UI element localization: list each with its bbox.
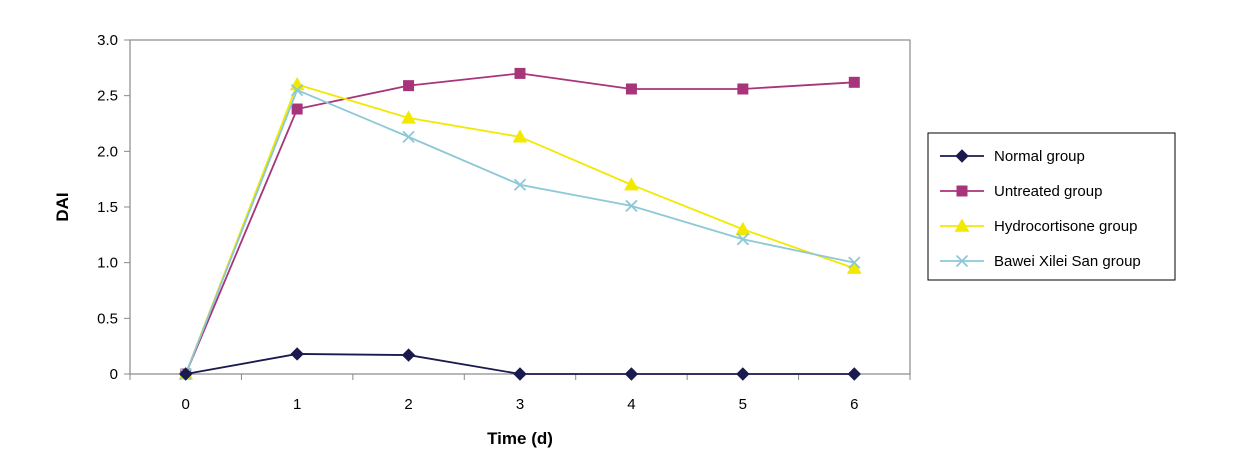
- data-point: [846, 260, 862, 274]
- legend-label: Bawei Xilei San group: [994, 253, 1141, 270]
- x-tick-label: 2: [404, 396, 412, 413]
- data-point: [289, 77, 305, 91]
- data-point: [624, 367, 639, 381]
- legend-item: Normal group: [940, 148, 1085, 165]
- legend-marker: [955, 254, 969, 268]
- data-point: [625, 83, 637, 95]
- data-point: [624, 177, 639, 191]
- y-tick-label: 2.0: [97, 143, 118, 160]
- series-line: [184, 83, 855, 375]
- data-point: [291, 103, 303, 115]
- y-tick-label: 0.5: [97, 310, 118, 327]
- legend-item: Hydrocortisone group: [940, 218, 1137, 235]
- legend-label: Hydrocortisone group: [994, 218, 1137, 235]
- legend-marker: [954, 218, 970, 232]
- data-point: [513, 178, 527, 191]
- x-tick-label: 0: [182, 396, 190, 413]
- y-axis-ticks: 0 0.5 1.0 1.5 2.0 2.5 3.0: [97, 32, 130, 383]
- x-axis-label: Time (d): [487, 429, 553, 448]
- x-tick-label: 4: [627, 396, 635, 413]
- series-group: [178, 67, 862, 381]
- legend-label: Normal group: [994, 148, 1085, 165]
- data-point: [291, 83, 304, 97]
- data-point: [514, 67, 526, 79]
- series-untreated-group: [180, 67, 860, 380]
- x-tick-label: 1: [293, 396, 301, 413]
- data-point: [625, 199, 638, 213]
- y-tick-label: 1.0: [97, 255, 118, 272]
- data-point: [403, 80, 415, 92]
- series-normal-group: [179, 347, 861, 381]
- x-axis-ticks: 0 1 2 3 4 5 6: [129, 374, 911, 413]
- data-point: [513, 367, 527, 381]
- x-tick-label: 6: [850, 396, 858, 413]
- y-tick-label: 0: [110, 366, 118, 383]
- data-point: [848, 76, 860, 88]
- data-point: [402, 130, 415, 143]
- data-point: [736, 367, 750, 381]
- legend-item: Bawei Xilei San group: [940, 253, 1141, 270]
- data-point: [290, 347, 304, 361]
- y-tick-label: 3.0: [97, 32, 118, 49]
- data-point: [737, 83, 749, 95]
- x-tick-label: 5: [739, 396, 747, 413]
- data-point: [848, 256, 861, 269]
- data-point: [512, 129, 528, 143]
- legend-box: [927, 132, 1176, 281]
- data-point: [179, 367, 193, 381]
- x-tick-label: 3: [516, 396, 524, 413]
- legend-marker: [956, 185, 968, 197]
- series-hydrocortisone-group: [178, 77, 862, 380]
- data-point: [401, 348, 416, 362]
- y-tick-label: 1.5: [97, 199, 118, 216]
- y-axis-label: DAI: [53, 192, 72, 221]
- legend-marker: [955, 149, 969, 163]
- legend-label: Untreated group: [994, 183, 1102, 200]
- series-bawei-xilei-san-group: [179, 83, 861, 381]
- legend-item: Untreated group: [940, 183, 1102, 200]
- legend: Normal group Untreated group Hydrocortison…: [927, 132, 1176, 281]
- y-tick-label: 2.5: [97, 88, 118, 105]
- plot-area-border: [129, 39, 911, 375]
- data-point: [401, 110, 416, 124]
- data-point: [735, 221, 751, 235]
- data-point: [847, 367, 861, 381]
- data-point: [736, 233, 749, 246]
